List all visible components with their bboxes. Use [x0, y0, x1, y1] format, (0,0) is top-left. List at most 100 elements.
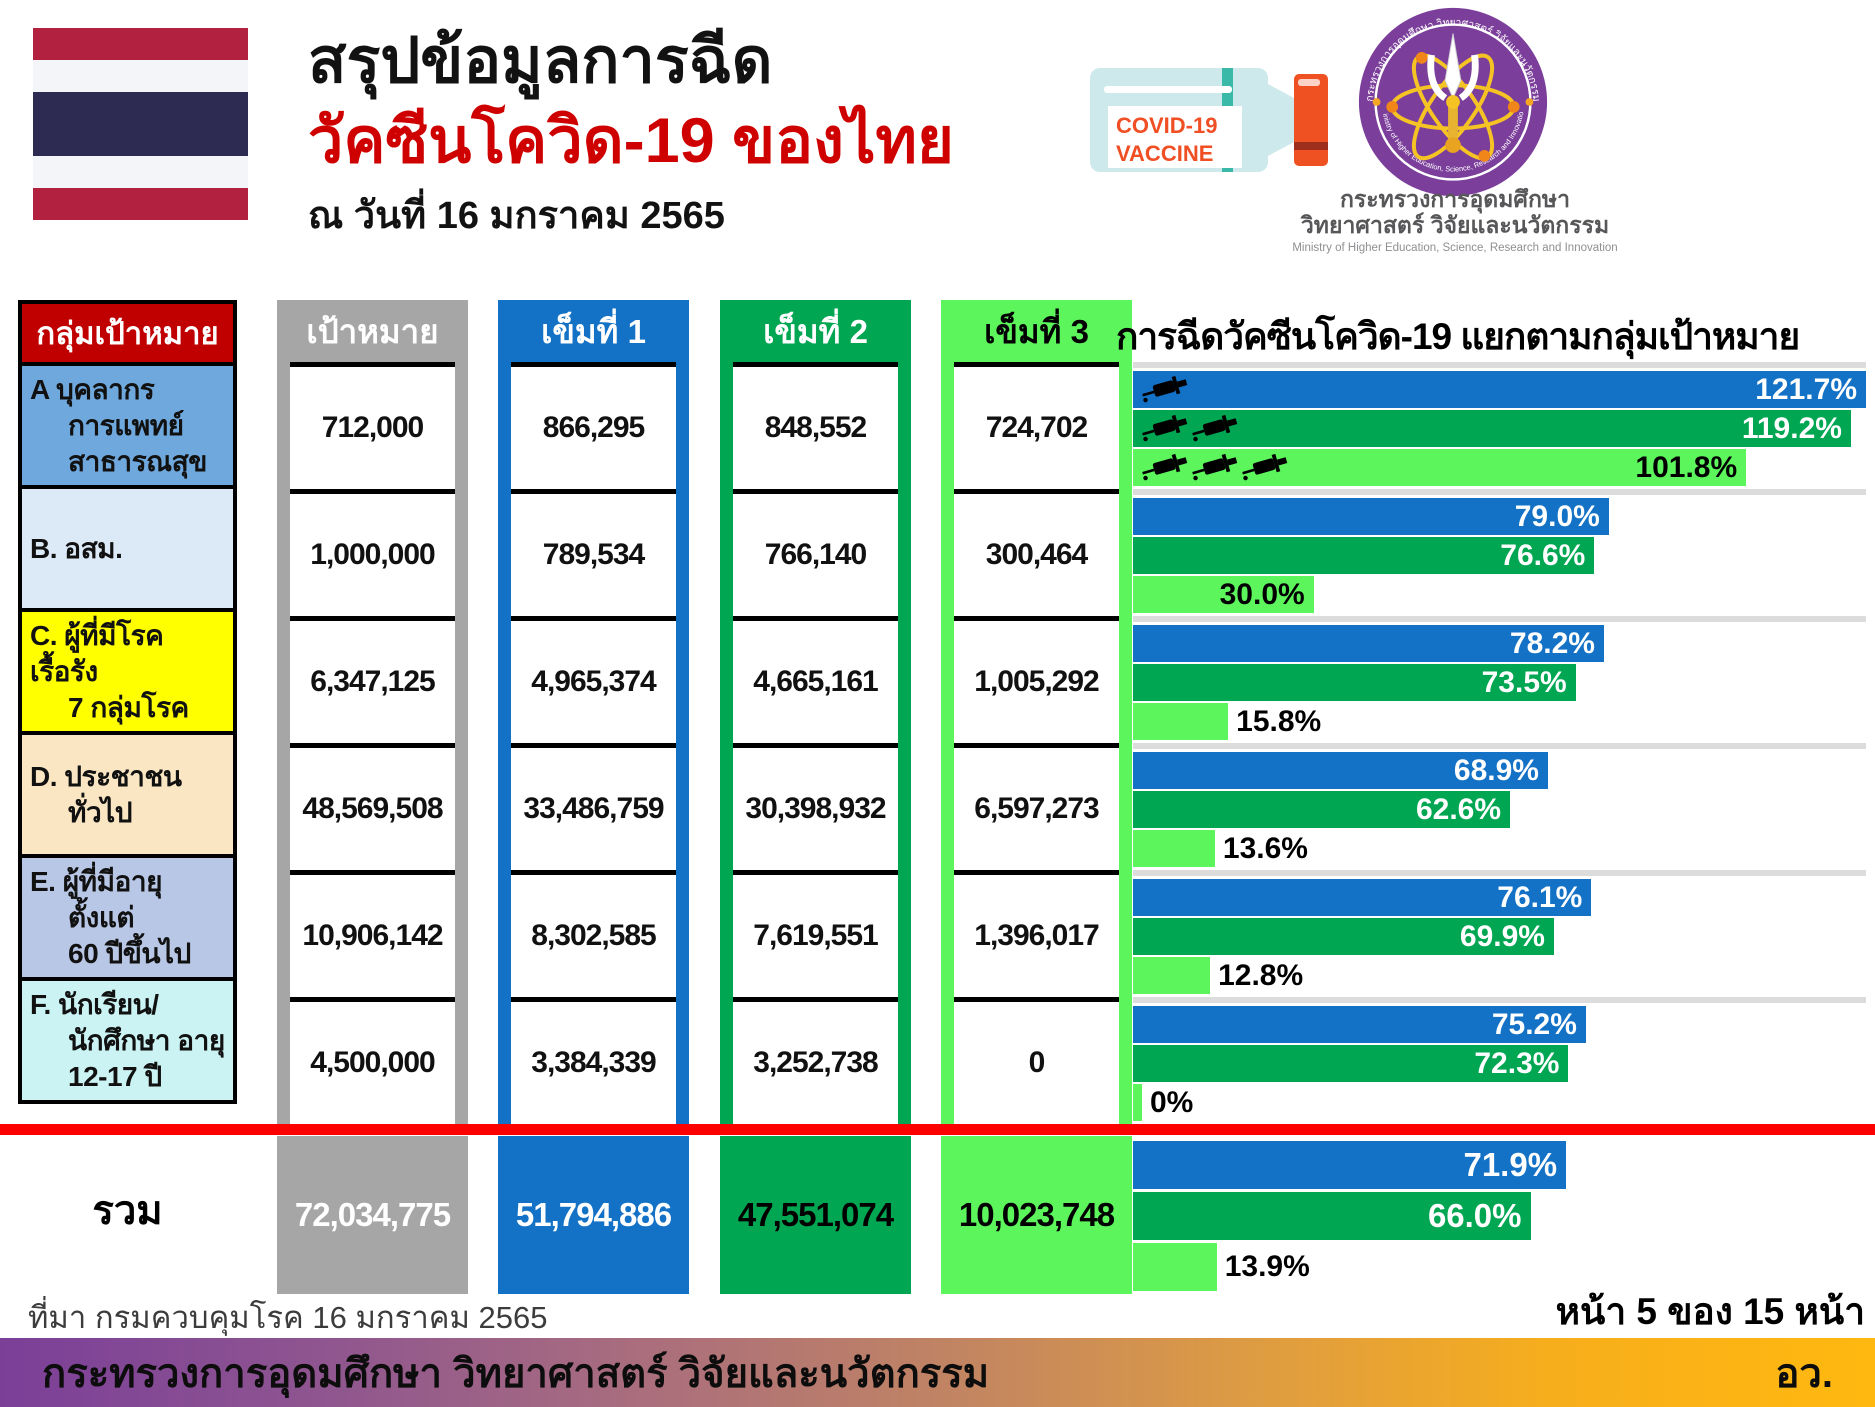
syringe-icon	[1242, 453, 1288, 481]
chart-bar-row: 72.3%	[1133, 1044, 1866, 1083]
chart-bar-group: 79.0% 76.6% 30.0%	[1133, 489, 1866, 616]
bar-value-label: 101.8%	[1635, 450, 1738, 484]
vial-label-line2: VACCINE	[1116, 141, 1213, 166]
chart-bar-row: 13.9%	[1133, 1241, 1866, 1292]
syringe-icons	[1141, 374, 1189, 404]
bar-value-label: 75.2%	[1491, 1007, 1577, 1041]
ministry-caption-line2: วิทยาศาสตร์ วิจัยและนวัตกรรม	[1300, 212, 1610, 239]
table-cell: 3,384,339	[511, 997, 676, 1124]
bar: 71.9%	[1133, 1140, 1567, 1189]
chart-bar-group: 75.2% 72.3% 0%	[1133, 997, 1866, 1124]
bar-value-label: 76.1%	[1497, 880, 1583, 914]
flag-stripe	[33, 28, 248, 60]
row-label: D. ประชาชน ทั่วไป	[22, 731, 233, 854]
row-label-line: การแพทย์	[68, 409, 184, 441]
syringe-icon	[1142, 453, 1188, 481]
chart-bar-row: 119.2%	[1133, 409, 1866, 448]
bar-value-label: 119.2%	[1741, 411, 1842, 445]
table-cell: 4,665,161	[733, 616, 898, 743]
table-cell: 33,486,759	[511, 743, 676, 870]
bar: 69.9%	[1133, 918, 1554, 955]
table-cell: 766,140	[733, 489, 898, 616]
column-header: เข็มที่ 2	[720, 300, 911, 362]
bar-value-label: 62.6%	[1415, 792, 1502, 826]
page-title-line1: สรุปข้อมูลการฉีด	[308, 26, 773, 96]
chart-bar-row: 75.2%	[1133, 1005, 1866, 1044]
chart-bar-row: 121.7%	[1133, 370, 1866, 409]
bar: 62.6%	[1133, 791, 1511, 828]
table-cell: 0	[954, 997, 1119, 1124]
row-label-line: 7 กลุ่มโรค	[68, 691, 189, 723]
flag-stripe	[33, 156, 248, 188]
chart-bar-row: 73.5%	[1133, 663, 1866, 702]
data-column-3: เข็มที่ 2 848,552 766,140 4,665,161 30,398,9…	[720, 300, 911, 1124]
table-cell: 8,302,585	[511, 870, 676, 997]
bar: 78.2%	[1133, 625, 1604, 662]
chart-bar-row: 101.8%	[1133, 448, 1866, 487]
total-block: 47,551,074	[720, 1136, 911, 1294]
syringe-icon	[1192, 453, 1238, 481]
chart-bar-row: 79.0%	[1133, 497, 1866, 536]
table-cell: 48,569,508	[290, 743, 455, 870]
table-cell: 1,005,292	[954, 616, 1119, 743]
bar-value-label: 79.0%	[1514, 499, 1600, 533]
bar-value-label: 78.2%	[1509, 626, 1595, 660]
bar-value-label: 76.6%	[1500, 538, 1586, 572]
chart-bar-row: 76.1%	[1133, 878, 1866, 917]
total-block: 51,794,886	[498, 1136, 689, 1294]
bar: 79.0%	[1133, 498, 1609, 535]
total-block: 10,023,748	[941, 1136, 1132, 1294]
row-label: B. อสม.	[22, 485, 233, 608]
bar-value-label: 0%	[1150, 1085, 1194, 1119]
row-label-line: 12-17 ปี	[68, 1060, 162, 1092]
bar	[1133, 1242, 1217, 1291]
bar-value-label: 73.5%	[1481, 665, 1567, 699]
table-cell: 10,906,142	[290, 870, 455, 997]
table-cell: 848,552	[733, 362, 898, 489]
bar: 119.2%	[1133, 410, 1851, 447]
chart-bar-row: 0%	[1133, 1083, 1866, 1122]
table-cell: 30,398,932	[733, 743, 898, 870]
table-cell: 3,252,738	[733, 997, 898, 1124]
data-column-1: เป้าหมาย 712,000 1,000,000 6,347,125 48,569,…	[277, 300, 468, 1124]
flag-stripe	[33, 59, 248, 92]
chart-bar-row: 15.8%	[1133, 702, 1866, 741]
column-header: เป้าหมาย	[277, 300, 468, 362]
bar: 30.0%	[1133, 576, 1314, 613]
column-body: 724,702 300,464 1,005,292 6,597,273 1,396,01…	[941, 362, 1132, 1124]
row-label-line: ตั้งแต่	[68, 901, 135, 933]
trident-icon	[1427, 33, 1479, 153]
chart-bar-row: 62.6%	[1133, 790, 1866, 829]
syringe-icon	[1142, 414, 1188, 442]
column-body: 848,552 766,140 4,665,161 30,398,932 7,619,5…	[720, 362, 911, 1124]
row-label: E. ผู้ที่มีอายุ ตั้งแต่ 60 ปีขึ้นไป	[22, 854, 233, 977]
report-date: ณ วันที่ 16 มกราคม 2565	[308, 195, 725, 237]
flag-stripe	[33, 91, 248, 157]
ministry-logo: กระทรวงการอุดมศึกษา วิทยาศาสตร์ วิจัยและ…	[1355, 4, 1548, 197]
vial-label-line1: COVID-19	[1116, 113, 1217, 138]
chart-bar-row: 13.6%	[1133, 829, 1866, 868]
bar-value-label: 66.0%	[1427, 1196, 1522, 1234]
row-label-line: E. ผู้ที่มีอายุ	[30, 865, 163, 897]
chart-bar-group: 68.9% 62.6% 13.6%	[1133, 743, 1866, 870]
target-group-column: กลุ่มเป้าหมาย A บุคลากร การแพทย์ สาธารณสุข B…	[18, 300, 237, 1104]
bar	[1133, 1084, 1142, 1121]
source-note: ที่มา กรมควบคุมโรค 16 มกราคม 2565	[28, 1300, 548, 1335]
bar: 101.8%	[1133, 449, 1747, 486]
bar-value-label: 13.6%	[1222, 831, 1308, 865]
ministry-caption-line1: กระทรวงการอุดมศึกษา	[1340, 186, 1570, 212]
row-label-line: F. นักเรียน/	[30, 988, 159, 1020]
bar-value-label: 121.7%	[1755, 372, 1857, 406]
chart-bar-group: 121.7% 119.2% 101.8%	[1133, 362, 1866, 489]
table-cell: 724,702	[954, 362, 1119, 489]
total-row-label: รวม	[92, 1189, 163, 1233]
chart-bar-row: 66.0%	[1133, 1190, 1866, 1241]
flag-stripe	[33, 187, 248, 220]
bar: 72.3%	[1133, 1045, 1569, 1082]
table-cell: 712,000	[290, 362, 455, 489]
table-cell: 300,464	[954, 489, 1119, 616]
column-header: เข็มที่ 3	[941, 300, 1132, 362]
bar	[1133, 830, 1215, 867]
row-label-line: A บุคลากร	[30, 373, 155, 405]
